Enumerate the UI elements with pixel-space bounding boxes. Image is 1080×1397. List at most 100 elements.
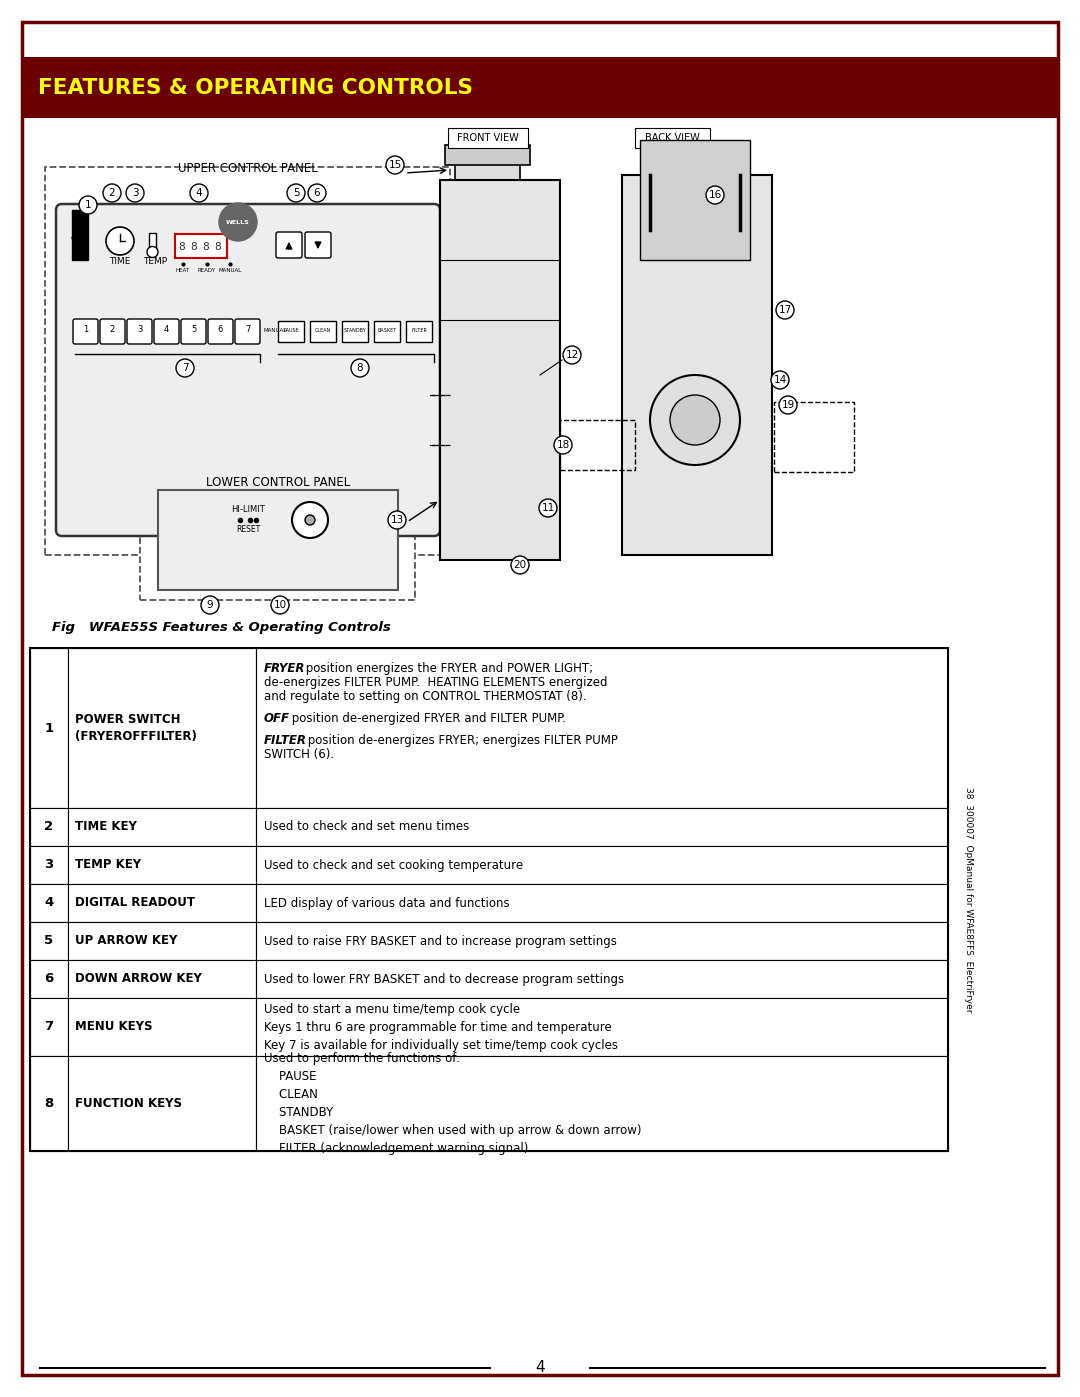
- Text: READY: READY: [198, 268, 216, 274]
- Text: 1: 1: [83, 326, 89, 334]
- Text: FILTER: FILTER: [264, 733, 307, 747]
- Text: Fig   WFAE55S Features & Operating Controls: Fig WFAE55S Features & Operating Control…: [52, 622, 391, 634]
- Text: OFF: OFF: [264, 712, 291, 725]
- Text: 16: 16: [708, 190, 721, 200]
- Text: Used to perform the functions of:
    PAUSE
    CLEAN
    STANDBY
    BASKET (ra: Used to perform the functions of: PAUSE …: [264, 1052, 642, 1155]
- Circle shape: [201, 597, 219, 615]
- Text: BACK VIEW: BACK VIEW: [645, 133, 700, 142]
- Bar: [635, 129, 710, 148]
- Text: FEATURES & OPERATING CONTROLS: FEATURES & OPERATING CONTROLS: [38, 78, 473, 98]
- Bar: [342, 321, 368, 342]
- Bar: [30, 847, 68, 884]
- Bar: [774, 402, 854, 472]
- Bar: [68, 922, 256, 960]
- Text: 20: 20: [513, 560, 527, 570]
- Bar: [30, 648, 68, 807]
- FancyBboxPatch shape: [100, 319, 125, 344]
- Bar: [256, 922, 948, 960]
- Text: 8: 8: [214, 242, 220, 251]
- FancyBboxPatch shape: [235, 319, 260, 344]
- Text: Used to lower FRY BASKET and to decrease program settings: Used to lower FRY BASKET and to decrease…: [264, 972, 624, 985]
- Text: HEAT: HEAT: [176, 268, 190, 274]
- Text: 7: 7: [245, 326, 251, 334]
- Text: 3: 3: [132, 189, 138, 198]
- Bar: [374, 321, 400, 342]
- Text: position de-energizes FRYER; energizes FILTER PUMP: position de-energizes FRYER; energizes F…: [303, 733, 618, 747]
- Text: Used to check and set cooking temperature: Used to check and set cooking temperatur…: [264, 859, 523, 872]
- Bar: [30, 960, 68, 997]
- Text: 11: 11: [541, 503, 555, 513]
- Text: UPPER CONTROL PANEL: UPPER CONTROL PANEL: [178, 162, 318, 175]
- Text: HI-LIMIT: HI-LIMIT: [231, 506, 265, 514]
- Circle shape: [779, 395, 797, 414]
- Text: 2: 2: [44, 820, 54, 834]
- Text: 8: 8: [202, 242, 208, 251]
- Text: MENU KEYS: MENU KEYS: [75, 1020, 152, 1034]
- Circle shape: [554, 436, 572, 454]
- Bar: [622, 175, 772, 555]
- Text: TEMP: TEMP: [143, 257, 167, 267]
- Bar: [175, 235, 227, 258]
- Text: FRYER: FRYER: [71, 224, 87, 229]
- Text: de-energizes FILTER PUMP.  HEATING ELEMENTS energized: de-energizes FILTER PUMP. HEATING ELEMEN…: [264, 676, 607, 689]
- Bar: [256, 960, 948, 997]
- Bar: [256, 648, 948, 807]
- Circle shape: [219, 203, 257, 242]
- FancyBboxPatch shape: [73, 319, 98, 344]
- Text: FILTER: FILTER: [71, 247, 87, 253]
- FancyBboxPatch shape: [154, 319, 179, 344]
- Circle shape: [511, 556, 529, 574]
- Circle shape: [777, 300, 794, 319]
- Bar: [561, 420, 635, 469]
- Circle shape: [287, 184, 305, 203]
- Text: OFF: OFF: [71, 236, 81, 240]
- Circle shape: [563, 346, 581, 365]
- FancyBboxPatch shape: [127, 319, 152, 344]
- Text: 8: 8: [356, 363, 363, 373]
- Circle shape: [305, 515, 315, 525]
- Text: Used to start a menu time/temp cook cycle
Keys 1 thru 6 are programmable for tim: Used to start a menu time/temp cook cycl…: [264, 1003, 618, 1052]
- Text: CLEAN: CLEAN: [314, 327, 332, 332]
- Text: PAUSE: PAUSE: [283, 327, 299, 332]
- Text: 14: 14: [773, 374, 786, 386]
- Circle shape: [351, 359, 369, 377]
- Text: BASKET: BASKET: [377, 327, 396, 332]
- Circle shape: [539, 499, 557, 517]
- Text: LED display of various data and functions: LED display of various data and function…: [264, 897, 510, 909]
- Bar: [68, 807, 256, 847]
- Bar: [140, 481, 415, 599]
- Text: 7: 7: [44, 1020, 54, 1034]
- Bar: [30, 922, 68, 960]
- Text: Used to check and set menu times: Used to check and set menu times: [264, 820, 469, 834]
- Circle shape: [271, 597, 289, 615]
- Text: 13: 13: [390, 515, 404, 525]
- Text: 12: 12: [565, 351, 579, 360]
- Text: STANDBY: STANDBY: [343, 327, 366, 332]
- Circle shape: [190, 184, 208, 203]
- Bar: [68, 847, 256, 884]
- Text: 8: 8: [190, 242, 197, 251]
- Bar: [68, 884, 256, 922]
- Text: TEMP KEY: TEMP KEY: [75, 859, 141, 872]
- Text: Used to raise FRY BASKET and to increase program settings: Used to raise FRY BASKET and to increase…: [264, 935, 617, 947]
- Bar: [45, 168, 450, 555]
- Text: FILTER: FILTER: [411, 327, 427, 332]
- Text: 1: 1: [84, 200, 92, 210]
- Bar: [256, 807, 948, 847]
- Circle shape: [650, 374, 740, 465]
- Text: FRONT VIEW: FRONT VIEW: [457, 133, 518, 142]
- Circle shape: [176, 359, 194, 377]
- Text: MANUAL: MANUAL: [264, 327, 287, 332]
- Bar: [68, 1056, 256, 1151]
- Bar: [30, 648, 948, 1151]
- Text: 8: 8: [44, 1097, 54, 1111]
- Bar: [68, 960, 256, 997]
- Text: 8: 8: [178, 242, 185, 251]
- Text: 7: 7: [181, 363, 188, 373]
- Bar: [445, 145, 530, 165]
- Bar: [68, 997, 256, 1056]
- Text: 17: 17: [779, 305, 792, 314]
- Circle shape: [308, 184, 326, 203]
- Circle shape: [670, 395, 720, 446]
- Text: MANUAL: MANUAL: [218, 268, 242, 274]
